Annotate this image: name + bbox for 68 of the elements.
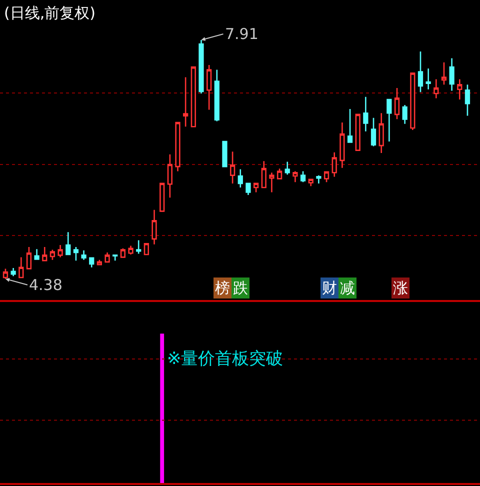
- candlestick: [230, 151, 236, 184]
- candlestick: [175, 122, 180, 172]
- candlestick: [18, 256, 24, 278]
- candlestick: [96, 259, 102, 266]
- candlestick: [152, 209, 157, 245]
- candlestick: [402, 104, 408, 125]
- candlestick: [81, 250, 86, 261]
- candlestick: [316, 174, 322, 184]
- candlestick: [363, 96, 368, 132]
- candlestick: [183, 76, 188, 128]
- candlestick: [190, 66, 196, 128]
- candlestick: [370, 117, 376, 147]
- candlestick: [441, 62, 447, 86]
- annotation: ※量价首板突破: [167, 349, 284, 369]
- candlestick: [386, 98, 392, 142]
- candlestick: [26, 246, 32, 270]
- candlestick: [449, 58, 454, 92]
- candlestick: [66, 232, 71, 256]
- candlestick: [34, 248, 40, 260]
- text: 涨: [393, 279, 408, 297]
- candlestick: [355, 114, 360, 151]
- candlestick: [128, 245, 134, 256]
- candlestick: [253, 182, 259, 193]
- candlestick: [246, 182, 251, 196]
- text: 跌: [233, 279, 248, 297]
- candlestick: [144, 243, 149, 256]
- candlestick: [104, 252, 110, 263]
- candlestick: [160, 182, 165, 212]
- candlestick: [167, 154, 172, 198]
- candlestick: [112, 254, 118, 262]
- candlestick: [89, 257, 94, 268]
- candlestick: [332, 152, 337, 178]
- candlestick: [136, 240, 142, 254]
- candlestick: [340, 122, 345, 169]
- candlestick: [206, 64, 212, 110]
- candlestick: [120, 248, 126, 258]
- candlestick: [394, 87, 400, 120]
- candlestick: [418, 50, 424, 93]
- candlestick: [292, 170, 298, 183]
- candlestick: [378, 112, 384, 154]
- chart-title: (日线,前复权): [4, 4, 96, 22]
- candlestick: [42, 246, 48, 262]
- text: 财: [322, 279, 337, 297]
- candlestick: [58, 244, 63, 258]
- candlestick: [73, 246, 79, 262]
- annotation: 4.38: [29, 276, 62, 294]
- candlestick: [276, 168, 282, 180]
- candlestick: [261, 160, 266, 188]
- candlestick: [410, 72, 416, 131]
- candlestick: [324, 170, 330, 183]
- candlestick: [2, 268, 8, 280]
- candlestick: [300, 170, 306, 183]
- candlestick: [50, 249, 56, 261]
- candlestick: [214, 69, 220, 122]
- candlestick: [10, 267, 16, 277]
- candlestick: [238, 168, 243, 188]
- candlestick: [426, 68, 431, 90]
- candlestick: [269, 172, 274, 193]
- text: 榜: [215, 279, 230, 297]
- text: 减: [340, 279, 355, 297]
- candlestick: [222, 140, 228, 168]
- annotation: 7.91: [225, 25, 258, 43]
- candlestick: [284, 161, 290, 176]
- candlestick: [457, 78, 462, 100]
- candlestick: [347, 108, 353, 144]
- candlestick: [308, 178, 314, 187]
- candlestick: [434, 78, 439, 99]
- candlestick: [464, 84, 470, 116]
